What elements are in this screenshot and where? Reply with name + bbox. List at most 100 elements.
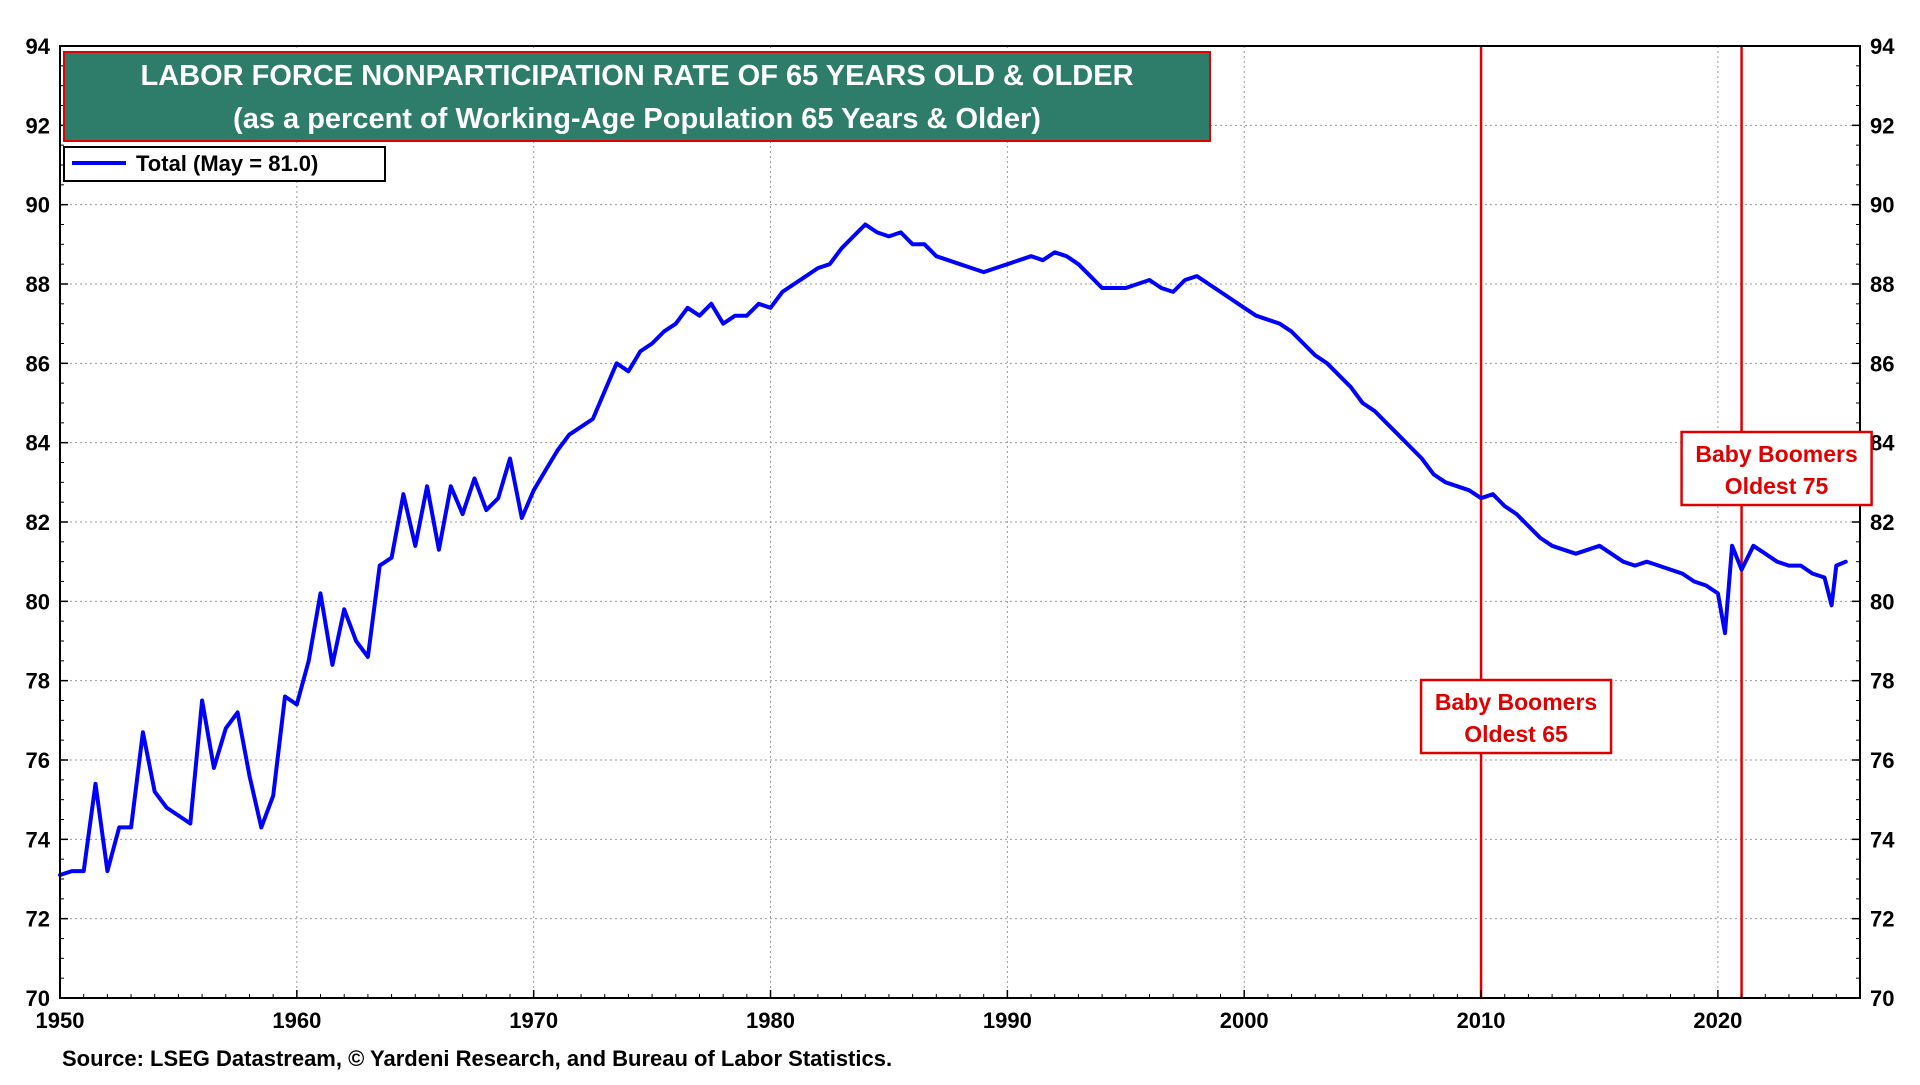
data-point [343,608,345,610]
data-point [983,271,985,273]
data-point [1575,553,1577,555]
y-tick-label-right: 84 [1870,431,1895,456]
data-point [367,656,369,658]
data-point [923,243,925,245]
data-point [260,826,262,828]
data-point [237,711,239,713]
data-point [391,557,393,559]
data-point [1835,565,1837,567]
y-tick-label-right: 78 [1870,669,1894,694]
data-point [793,283,795,285]
y-tick-label: 82 [26,510,50,535]
series-layer [58,222,1848,877]
data-point [473,477,475,479]
data-point [687,307,689,309]
gridlines [60,46,1860,998]
data-point [770,307,772,309]
data-point [1066,255,1068,257]
x-tick-label: 1980 [746,1008,795,1033]
chart-title: LABOR FORCE NONPARTICIPATION RATE OF 65 … [140,60,1133,92]
data-point [355,640,357,642]
data-point [1610,553,1612,555]
data-point [462,513,464,515]
data-point [1302,343,1304,344]
y-tick-label-right: 72 [1870,907,1894,932]
data-point [604,390,606,392]
data-point [651,343,653,344]
data-point [1823,577,1825,579]
data-point [1776,561,1778,563]
data-point [1741,569,1743,571]
data-point [296,703,298,705]
title-box: LABOR FORCE NONPARTICIPATION RATE OF 65 … [63,51,1211,142]
data-point [83,870,85,872]
data-point [841,247,843,249]
y-tick-label: 88 [26,272,50,297]
data-point [1030,255,1032,257]
x-tick-label: 2020 [1693,1008,1742,1033]
y-tick-label: 84 [26,431,51,456]
data-point [722,323,724,325]
annotation-line2: Oldest 65 [1464,721,1568,747]
annotation-boxes: Baby Boomers Oldest 65 Baby Boomers Oldest … [1419,430,1873,755]
data-point [781,291,783,293]
data-point [556,450,558,452]
data-point [935,255,937,257]
annotation-line1: Baby Boomers [1435,689,1597,715]
data-point [1504,505,1506,507]
data-point [1279,323,1281,325]
data-point [616,362,618,364]
data-point [1563,549,1565,551]
series-line-total [58,222,1848,877]
data-point [1018,259,1020,261]
data-point [1314,354,1316,356]
x-tick-label: 1960 [272,1008,321,1033]
data-point [1172,291,1174,293]
data-point [1527,525,1529,527]
data-point [1267,319,1269,321]
data-point [805,275,807,277]
data-point [509,458,511,460]
data-point [734,315,736,317]
data-point [639,350,641,352]
data-point [1752,545,1754,547]
data-point [213,767,215,769]
y-tick-label-right: 88 [1870,272,1894,297]
y-tick-label: 70 [26,986,50,1011]
y-tick-label: 90 [26,193,50,218]
data-point [1717,592,1719,594]
data-point [852,235,854,237]
chart-subtitle: (as a percent of Working-Age Population … [233,103,1041,135]
data-point [864,224,866,225]
data-point [1125,287,1127,289]
data-point [1326,362,1328,364]
data-point [900,231,902,233]
data-point [1492,493,1494,495]
data-point [1137,283,1139,285]
data-point [71,870,73,872]
data-point [1658,565,1660,567]
data-point [1468,489,1470,491]
data-point [698,315,700,317]
data-point [627,370,629,372]
data-point [1831,604,1833,606]
data-point [142,731,144,733]
data-point [402,493,404,495]
annotation-lines [1479,46,1743,998]
x-tick-label: 2000 [1220,1008,1269,1033]
annotation-box-frame [1680,430,1873,507]
data-point [817,267,819,269]
data-point [1350,386,1352,388]
y-tick-label: 94 [26,34,51,59]
data-point [947,259,949,261]
data-point [450,485,452,487]
data-point [758,303,760,305]
data-point [1764,553,1766,555]
data-point [1338,374,1340,376]
data-point [580,426,582,428]
data-point [166,807,168,809]
data-point [284,696,286,698]
y-tick-label: 80 [26,589,50,614]
data-point [1042,259,1044,261]
